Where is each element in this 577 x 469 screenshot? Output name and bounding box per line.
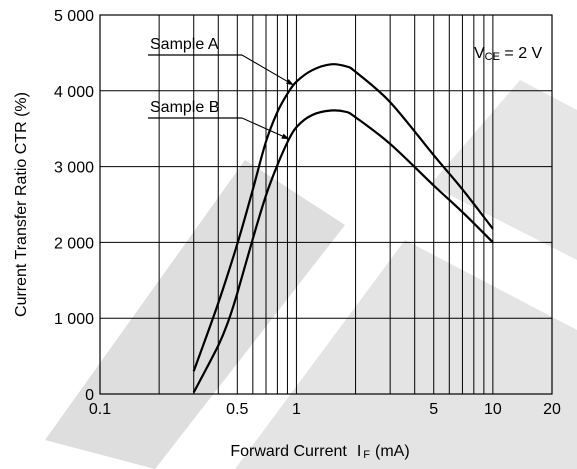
watermark-shape [235, 240, 577, 469]
y-axis-label: Current Transfer Ratio CTR (%) [13, 92, 30, 317]
watermark-shape [45, 160, 345, 469]
legend-label-sample-a: Sample A [150, 36, 219, 53]
x-axis-symbol-subscript: F [363, 449, 370, 461]
x-tick-label: 10 [484, 401, 502, 418]
legend-arrowhead [285, 79, 294, 86]
vce-annotation-prefix: V [474, 45, 485, 62]
y-tick-label: 1 000 [54, 311, 94, 328]
x-tick-label: 20 [543, 401, 561, 418]
x-tick-label: 0.1 [89, 401, 111, 418]
legend-arrowhead [281, 133, 290, 140]
legend-leader-line [241, 54, 295, 86]
y-tick-label: 2 000 [54, 235, 94, 252]
y-tick-label: 5 000 [54, 8, 94, 25]
series-layer [192, 63, 494, 394]
x-tick-label: 5 [429, 401, 438, 418]
x-axis-symbol: I [357, 443, 361, 460]
watermark-shape [430, 80, 577, 260]
y-tick-label: 0 [85, 387, 94, 404]
series-line-sample-b [192, 109, 494, 394]
ticks-layer: 0 1 000 2 000 3 000 4 000 5 000 0.1 0.5 1 5 10 20 [54, 8, 561, 418]
legend-layer: Sample A Sample B [148, 36, 295, 140]
y-tick-label: 3 000 [54, 160, 94, 177]
x-axis-label: Forward Current I F (mA) [230, 443, 409, 461]
vce-annotation-value: = 2 V [500, 45, 543, 62]
legend-leader-line [241, 117, 290, 140]
x-tick-label: 1 [292, 401, 301, 418]
series-line-sample-a [192, 63, 494, 372]
grid-layer [45, 15, 577, 469]
x-axis-unit: (mA) [375, 443, 410, 460]
vce-annotation-subscript: CE [485, 51, 500, 63]
legend-label-sample-b: Sample B [150, 99, 219, 116]
plot-frame [99, 14, 553, 395]
x-axis-label-text: Forward Current [230, 443, 347, 460]
x-tick-label: 0.5 [226, 401, 248, 418]
vce-annotation: VCE = 2 V [474, 45, 543, 63]
y-tick-label: 4 000 [54, 84, 94, 101]
